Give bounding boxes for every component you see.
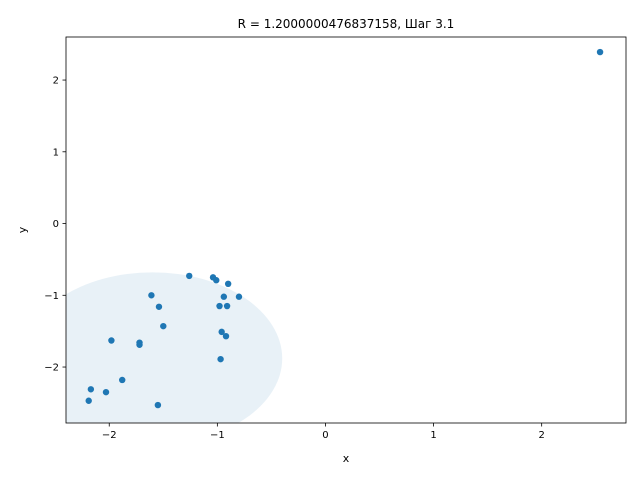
data-point-16	[136, 341, 143, 348]
data-point-10	[223, 302, 231, 310]
data-point-13	[222, 332, 230, 340]
x-tick-label: −1	[210, 430, 225, 441]
points-layer	[85, 48, 604, 409]
x-tick-label: 0	[322, 430, 328, 441]
data-point-4	[224, 280, 232, 288]
x-axis-label: x	[343, 452, 350, 465]
y-axis: −2 −1 0 1 2	[44, 76, 66, 374]
data-point-22	[154, 401, 162, 409]
data-point-0	[596, 48, 604, 56]
data-point-17	[217, 355, 224, 363]
y-tick-label: −1	[44, 291, 59, 302]
x-axis: −2 −1 0 1 2	[102, 423, 545, 441]
region-layer	[66, 272, 283, 423]
data-point-12	[218, 328, 225, 336]
y-tick-label: 2	[53, 76, 59, 87]
data-point-1	[186, 272, 193, 280]
data-point-3	[213, 277, 220, 284]
data-point-6	[220, 293, 228, 300]
data-point-9	[216, 302, 223, 310]
shaded-circle-region	[66, 272, 283, 423]
data-point-18	[119, 376, 126, 384]
x-tick-label: 1	[430, 430, 436, 441]
x-tick-label: −2	[102, 430, 117, 441]
data-point-14	[108, 337, 115, 344]
data-point-7	[235, 293, 243, 300]
data-point-21	[85, 397, 92, 404]
data-point-19	[87, 386, 95, 393]
data-point-5	[148, 292, 155, 299]
x-tick-label: 2	[538, 430, 544, 441]
y-tick-label: 1	[53, 147, 59, 158]
chart-title: R = 1.2000000476837158, Шаг 3.1	[238, 17, 455, 31]
data-point-20	[102, 388, 110, 396]
y-tick-label: 0	[53, 219, 59, 230]
y-tick-label: −2	[44, 363, 59, 374]
y-axis-label: y	[16, 226, 29, 233]
data-point-11	[160, 322, 167, 330]
data-point-8	[155, 303, 163, 310]
plot-frame	[65, 36, 627, 424]
